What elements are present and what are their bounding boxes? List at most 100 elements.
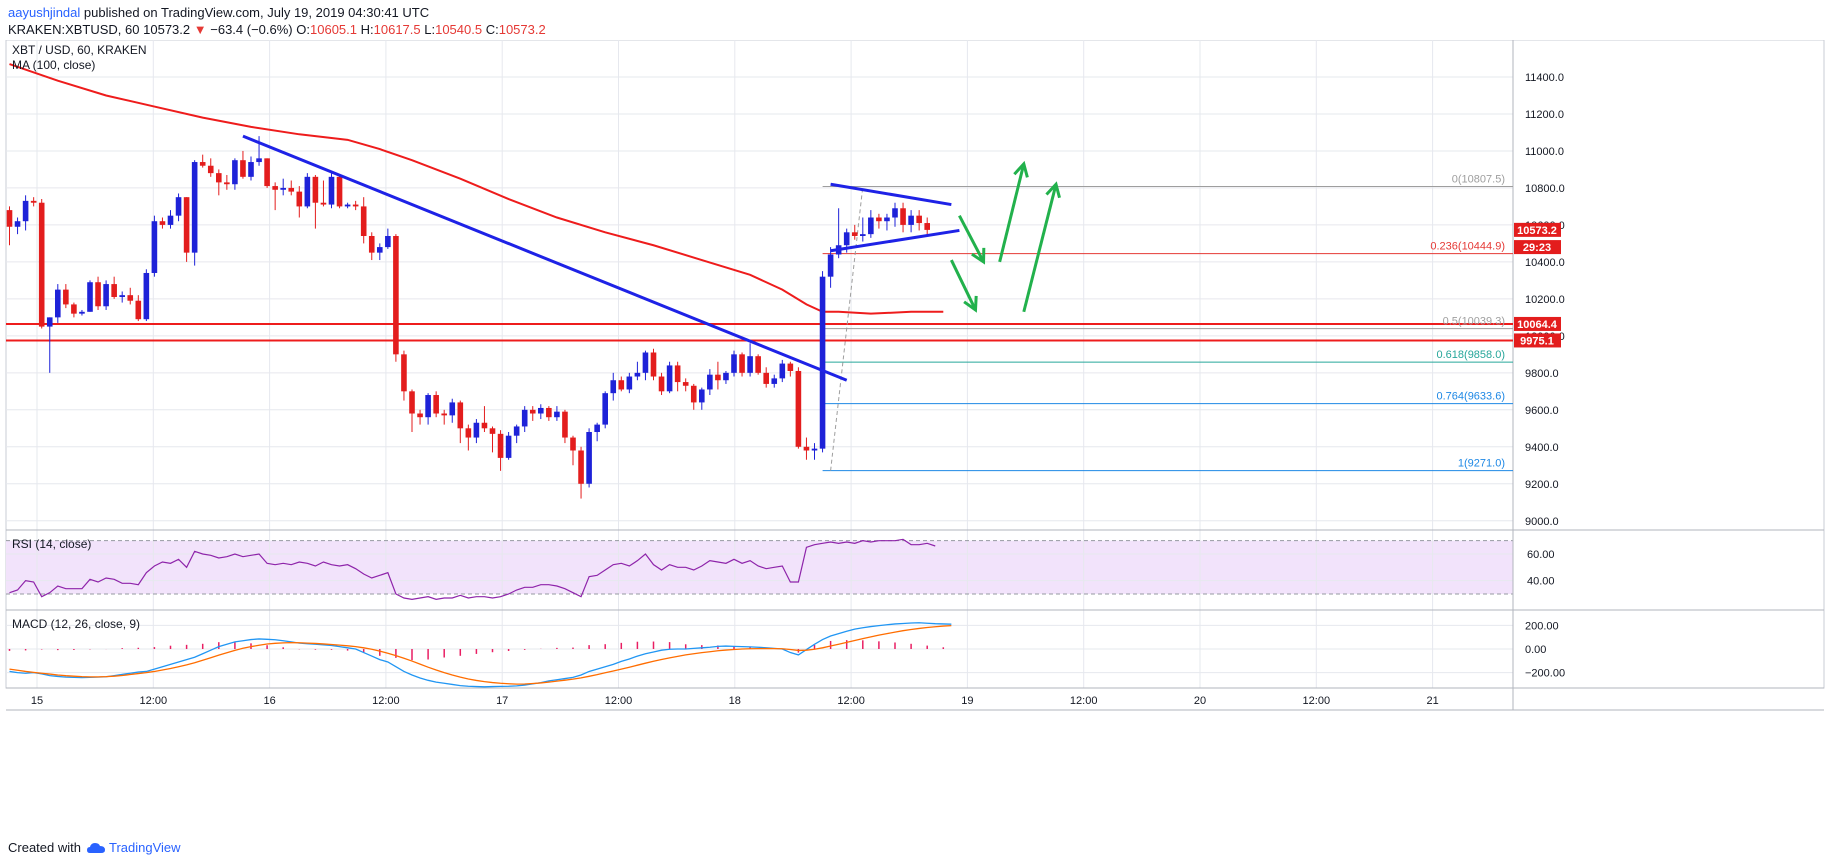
ma-indicator-label: MA (100, close) bbox=[12, 58, 95, 72]
macd-axis-label: 0.00 bbox=[1525, 644, 1546, 656]
x-tick-label: 18 bbox=[729, 695, 741, 707]
arrow-head-icon bbox=[1013, 160, 1029, 178]
rsi-title: RSI (14, close) bbox=[12, 537, 91, 551]
candle-bearish bbox=[95, 282, 101, 307]
candle-bullish bbox=[385, 236, 391, 248]
candle-bearish bbox=[658, 376, 665, 392]
candle-bullish bbox=[119, 295, 125, 298]
candle-bearish bbox=[312, 176, 319, 203]
tradingview-link[interactable]: TradingView bbox=[108, 840, 181, 855]
trendline bbox=[830, 182, 952, 207]
candle-bearish bbox=[38, 202, 45, 327]
x-tick-label: 12:00 bbox=[605, 695, 633, 707]
candle-bullish bbox=[175, 197, 182, 216]
candle-bullish bbox=[14, 221, 21, 227]
author-link[interactable]: aayushjindal bbox=[8, 5, 81, 20]
candle-bearish bbox=[674, 365, 681, 383]
price-label-text: 29:23 bbox=[1523, 242, 1551, 254]
candle-bullish bbox=[610, 380, 617, 394]
candle-bullish bbox=[892, 208, 898, 218]
candle-bearish bbox=[240, 160, 246, 177]
candle-bearish bbox=[224, 182, 230, 185]
candle-bearish bbox=[199, 162, 206, 166]
candle-bullish bbox=[723, 372, 729, 381]
price-axis-label: 9400.0 bbox=[1525, 442, 1559, 454]
candle-bearish bbox=[795, 370, 802, 447]
candle-bullish bbox=[143, 272, 150, 320]
x-tick-label: 21 bbox=[1426, 695, 1438, 707]
candle-bullish bbox=[425, 395, 431, 418]
candle-bullish bbox=[779, 363, 786, 379]
fib-level-label: 0.5(10039.3) bbox=[1443, 316, 1505, 328]
chart-title: XBT / USD, 60, KRAKEN bbox=[12, 43, 147, 57]
candle-bearish bbox=[570, 437, 576, 451]
candle-bearish bbox=[529, 409, 536, 414]
candle-bullish bbox=[473, 422, 480, 438]
x-tick-label: 16 bbox=[263, 695, 275, 707]
rsi-axis-label: 60.00 bbox=[1527, 549, 1555, 561]
candle-bullish bbox=[232, 160, 238, 185]
close-value: 10573.2 bbox=[498, 22, 546, 37]
publish-header: aayushjindal published on TradingView.co… bbox=[8, 4, 546, 38]
candle-bullish bbox=[538, 407, 544, 414]
candle-bullish bbox=[344, 204, 351, 207]
footer: Created with TradingView bbox=[8, 840, 181, 855]
arrow-head-icon bbox=[1045, 181, 1061, 199]
x-tick-label: 20 bbox=[1194, 695, 1206, 707]
candle-bearish bbox=[127, 295, 134, 301]
candle-bearish bbox=[433, 395, 439, 414]
candle-bearish bbox=[30, 200, 37, 203]
price-axis-label: 10400.0 bbox=[1525, 257, 1565, 269]
candle-bearish bbox=[272, 186, 278, 190]
chart-area[interactable]: 15 12:00 16 12:00 17 12:00 18 12:00 19 12:00 20 12:… bbox=[0, 40, 1828, 840]
candle-bearish bbox=[489, 428, 496, 434]
ohlc-line: KRAKEN:XBTUSD, 60 10573.2 ▼ −63.4 (−0.6%… bbox=[8, 22, 546, 37]
open-value: 10605.1 bbox=[310, 22, 357, 37]
price-label-box bbox=[1514, 222, 1561, 237]
trendline bbox=[242, 134, 848, 382]
candle-bearish bbox=[401, 354, 407, 392]
last-price: 10573.2 bbox=[143, 22, 191, 37]
candle-bearish bbox=[336, 176, 343, 207]
x-tick-label: 19 bbox=[961, 695, 973, 707]
price-axis-label: 9800.0 bbox=[1525, 368, 1559, 380]
candle-bullish bbox=[666, 365, 673, 392]
candle-bullish bbox=[843, 232, 850, 246]
macd-axis-label: −200.00 bbox=[1525, 668, 1565, 680]
candle-bullish bbox=[505, 435, 512, 458]
candle-bearish bbox=[715, 374, 721, 381]
low-value: 10540.5 bbox=[435, 22, 483, 37]
high-value: 10617.5 bbox=[373, 22, 421, 37]
candle-bearish bbox=[368, 236, 375, 253]
candle-bearish bbox=[409, 391, 415, 414]
candle-bullish bbox=[22, 200, 29, 222]
projection-arrow-shaft bbox=[1022, 183, 1058, 313]
candle-bullish bbox=[79, 311, 85, 314]
candle-bearish bbox=[465, 428, 472, 438]
candle-bullish bbox=[707, 374, 713, 390]
trendline bbox=[830, 228, 960, 253]
candle-bullish bbox=[248, 162, 254, 177]
x-tick-label: 17 bbox=[496, 695, 508, 707]
candle-bullish bbox=[642, 352, 649, 373]
macd-axis-label: 200.00 bbox=[1525, 620, 1559, 632]
candle-bearish bbox=[755, 356, 761, 373]
candle-bullish bbox=[87, 282, 93, 312]
candle-bearish bbox=[159, 221, 166, 225]
candle-bullish bbox=[699, 389, 705, 403]
candle-bullish bbox=[884, 217, 890, 222]
candle-bearish bbox=[851, 232, 858, 236]
candle-bearish bbox=[207, 165, 214, 174]
fib-level-label: 0(10807.5) bbox=[1452, 174, 1505, 186]
arrow-head-icon bbox=[971, 247, 986, 265]
candle-bullish bbox=[819, 276, 826, 449]
candle-bullish bbox=[594, 424, 600, 432]
candle-bullish bbox=[771, 378, 778, 384]
published-text: published on TradingView.com, July 19, 2… bbox=[83, 5, 430, 20]
candle-bearish bbox=[682, 382, 689, 386]
price-axis-label: 9200.0 bbox=[1525, 479, 1559, 491]
candle-bullish bbox=[731, 354, 737, 373]
candle-bearish bbox=[739, 354, 745, 373]
candle-bearish bbox=[320, 202, 327, 205]
candle-bearish bbox=[562, 411, 568, 438]
